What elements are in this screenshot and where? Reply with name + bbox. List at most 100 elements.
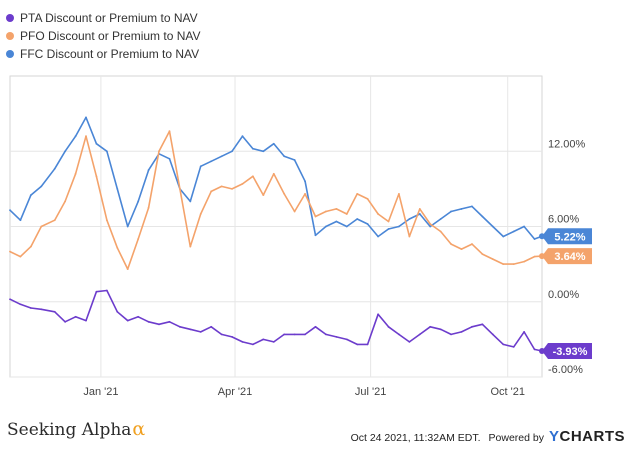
series-point — [40, 185, 43, 188]
series-point — [502, 235, 505, 238]
series-point — [502, 343, 505, 346]
series-point — [220, 185, 223, 188]
series-point — [9, 250, 11, 253]
series-point — [335, 335, 338, 338]
seeking-alpha-logo: Seeking Alphaα — [7, 418, 145, 440]
series-end-badge — [542, 248, 592, 265]
series-point — [64, 320, 67, 323]
series-point — [304, 192, 306, 195]
series-point — [471, 243, 473, 245]
series-point — [325, 210, 327, 213]
ycharts-logo-rest: CHARTS — [559, 428, 625, 445]
series-point — [272, 142, 275, 145]
series-point — [439, 230, 442, 233]
series-point — [398, 192, 400, 195]
series-point — [53, 219, 56, 222]
series-point — [178, 187, 181, 190]
series-point — [471, 205, 473, 208]
series-point — [210, 325, 213, 328]
series-point — [345, 225, 348, 228]
x-tick-label: Jan '21 — [83, 386, 118, 398]
series-point — [387, 325, 390, 328]
series-point — [158, 150, 160, 153]
alpha-symbol: α — [132, 418, 146, 440]
series-point — [366, 343, 369, 346]
series-point — [231, 187, 233, 190]
ycharts-logo-y: Y — [548, 428, 560, 445]
series-point — [158, 323, 160, 326]
series-point — [512, 230, 515, 233]
series-point — [19, 219, 22, 222]
series-point — [418, 208, 421, 210]
series-point — [9, 209, 11, 212]
series-point — [293, 333, 296, 336]
series-point — [325, 225, 327, 228]
series-point — [418, 333, 421, 336]
series-point — [533, 238, 536, 240]
legend-item-pfo[interactable]: PFO Discount or Premium to NAV — [6, 27, 201, 45]
legend-swatch-pfo — [6, 32, 14, 40]
series-end-label: 3.64% — [554, 251, 585, 263]
series-line-0 — [9, 116, 543, 240]
brand-name: Seeking Alpha — [7, 420, 132, 440]
series-point — [491, 333, 494, 336]
series-point — [29, 245, 32, 248]
series-point — [19, 303, 22, 306]
series-point — [147, 320, 150, 323]
series-point — [210, 190, 213, 193]
x-tick-label: Jul '21 — [355, 386, 386, 398]
legend-item-ffc[interactable]: FFC Discount or Premium to NAV — [6, 45, 201, 63]
series-point — [460, 208, 463, 210]
series-point — [325, 333, 327, 336]
timestamp: Oct 24 2021, 11:32AM EDT. — [350, 432, 481, 444]
series-point — [283, 333, 286, 336]
series-end-label: -3.93% — [553, 346, 588, 358]
series-point — [460, 248, 463, 250]
series-point — [168, 157, 171, 160]
series-point — [377, 235, 379, 238]
series-point — [272, 172, 275, 175]
series-point — [241, 182, 244, 185]
ycharts-logo[interactable]: YCHARTS — [549, 428, 625, 445]
series-point — [262, 194, 265, 197]
series-point — [64, 150, 67, 153]
series-point — [116, 246, 119, 249]
series-point — [429, 325, 432, 328]
series-end-badge — [542, 343, 592, 360]
series-point — [189, 328, 192, 331]
series-point — [491, 225, 494, 228]
series-point — [502, 263, 505, 266]
series-point — [387, 220, 390, 223]
series-point — [335, 220, 338, 223]
series-line-2 — [9, 289, 543, 352]
series-point — [220, 333, 223, 336]
series-end-label: 5.22% — [554, 231, 585, 243]
series-point — [29, 307, 32, 309]
series-point — [126, 225, 129, 228]
series-point — [429, 223, 432, 225]
legend-item-pta[interactable]: PTA Discount or Premium to NAV — [6, 9, 201, 27]
series-point — [533, 255, 536, 258]
series-point — [231, 150, 233, 153]
series-point — [439, 218, 442, 220]
series-point — [450, 333, 452, 336]
legend-swatch-ffc — [6, 50, 14, 58]
series-point — [429, 225, 432, 228]
series-point — [481, 323, 484, 326]
series-point — [189, 200, 192, 203]
series-point — [105, 150, 108, 153]
series-point — [356, 218, 359, 220]
series-point — [304, 180, 306, 183]
y-tick-label: 6.00% — [548, 214, 579, 226]
series-point — [335, 208, 338, 210]
series-point — [523, 260, 526, 263]
series-point — [450, 243, 452, 245]
legend-label-ffc: FFC Discount or Premium to NAV — [20, 47, 200, 61]
series-point — [64, 200, 67, 203]
series-point — [147, 206, 150, 209]
series-point — [126, 319, 129, 322]
series-point — [53, 167, 56, 170]
series-point — [314, 215, 317, 218]
legend-label-pfo: PFO Discount or Premium to NAV — [20, 29, 201, 43]
